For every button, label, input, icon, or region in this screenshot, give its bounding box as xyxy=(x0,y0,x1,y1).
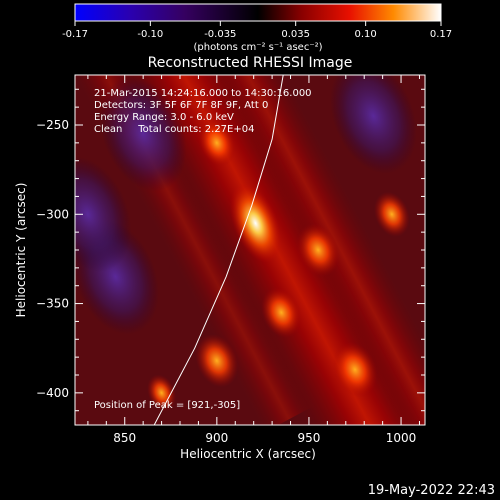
timestamp: 19-May-2022 22:43 xyxy=(368,483,495,498)
emission-source xyxy=(261,287,302,338)
y-tick-label: −400 xyxy=(36,386,69,400)
emission-source xyxy=(195,334,239,388)
annotation-peak: Position of Peak = [921,-305] xyxy=(94,400,240,411)
colorbar-tick-label: -0.035 xyxy=(204,29,236,40)
emission-source xyxy=(332,341,378,398)
y-tick-label: −350 xyxy=(36,297,69,311)
colorbar xyxy=(74,3,442,22)
emission-source xyxy=(197,119,236,167)
emission-source xyxy=(229,183,282,264)
annotation-detectors: Detectors: 3F 5F 6F 7F 8F 9F, Att 0 xyxy=(94,100,268,111)
x-tick-label: 950 xyxy=(297,431,320,445)
emission-source xyxy=(147,374,176,412)
colorbar-units: (photons cm⁻² s⁻¹ asec⁻²) xyxy=(193,42,322,53)
x-axis-label: Heliocentric X (arcsec) xyxy=(180,447,316,461)
colorbar-tick-label: 0.035 xyxy=(281,29,310,40)
chart-title: Reconstructed RHESSI Image xyxy=(148,55,353,71)
emission-source xyxy=(374,191,410,237)
x-tick-label: 1000 xyxy=(386,431,417,445)
solar-limb-line xyxy=(153,75,284,425)
y-tick-label: −300 xyxy=(36,207,69,221)
annotation-time-range: 21-Mar-2015 14:24:16.000 to 14:30:16.000 xyxy=(94,88,312,99)
y-axis: −250 −300 −350 −400 xyxy=(36,88,425,412)
colorbar-tick-label: 0.17 xyxy=(430,29,452,40)
emission-source xyxy=(330,75,417,174)
annotation-energy: Energy Range: 3.0 - 6.0 keV xyxy=(94,112,234,123)
x-tick-label: 900 xyxy=(205,431,228,445)
y-axis-label: Heliocentric Y (arcsec) xyxy=(14,183,28,318)
emission-source xyxy=(75,156,132,272)
x-axis: 850 900 950 1000 xyxy=(87,75,420,445)
colorbar-tick-label: 0.10 xyxy=(355,29,377,40)
emission-source xyxy=(296,223,340,277)
image-area xyxy=(75,75,425,425)
x-tick-label: 850 xyxy=(113,431,136,445)
emission-source xyxy=(99,76,187,192)
colorbar-tick-label: -0.10 xyxy=(137,29,163,40)
y-tick-label: −250 xyxy=(36,118,69,132)
annotation-algorithm: Clean Total counts: 2.27E+04 xyxy=(94,124,254,135)
colorbar-tick-label: -0.17 xyxy=(62,29,88,40)
colorbar-ticks: -0.17 -0.10 -0.035 0.035 0.10 0.17 xyxy=(62,21,452,40)
emission-band xyxy=(209,75,425,425)
